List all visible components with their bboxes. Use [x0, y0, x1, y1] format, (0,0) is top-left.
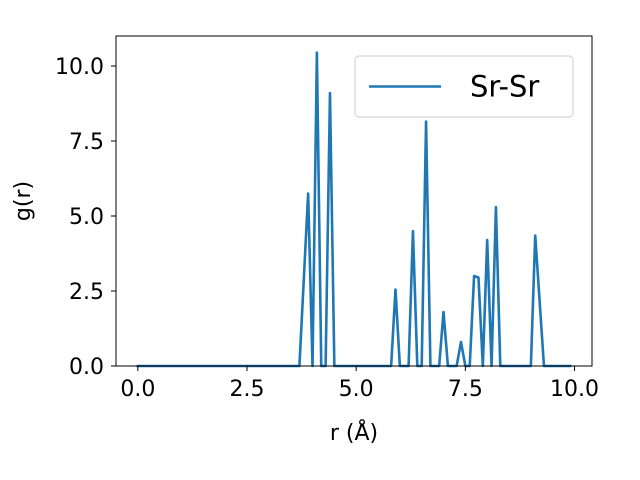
y-axis: 0.0 2.5 5.0 7.5 10.0	[55, 55, 116, 380]
legend-box	[354, 55, 574, 118]
y-tick-label: 2.5	[69, 280, 104, 305]
y-tick-label: 7.5	[69, 130, 104, 155]
y-tick-label: 10.0	[55, 55, 104, 80]
x-tick-label: 0.0	[120, 377, 155, 402]
y-tick-label: 0.0	[69, 355, 104, 380]
x-tick-label: 7.5	[448, 377, 483, 402]
axes-frame	[115, 35, 593, 367]
x-tick-label: 10.0	[550, 377, 599, 402]
x-axis-label: r (Å)	[330, 419, 378, 446]
x-tick-label: 5.0	[339, 377, 374, 402]
plot-area	[115, 35, 593, 368]
x-axis: 0.0 2.5 5.0 7.5 10.0	[120, 366, 599, 402]
y-axis-label: g(r)	[11, 181, 36, 221]
legend-label: Sr-Sr	[470, 70, 539, 104]
legend: Sr-Sr	[354, 55, 574, 118]
y-tick-label: 5.0	[69, 205, 104, 230]
x-tick-label: 2.5	[230, 377, 265, 402]
